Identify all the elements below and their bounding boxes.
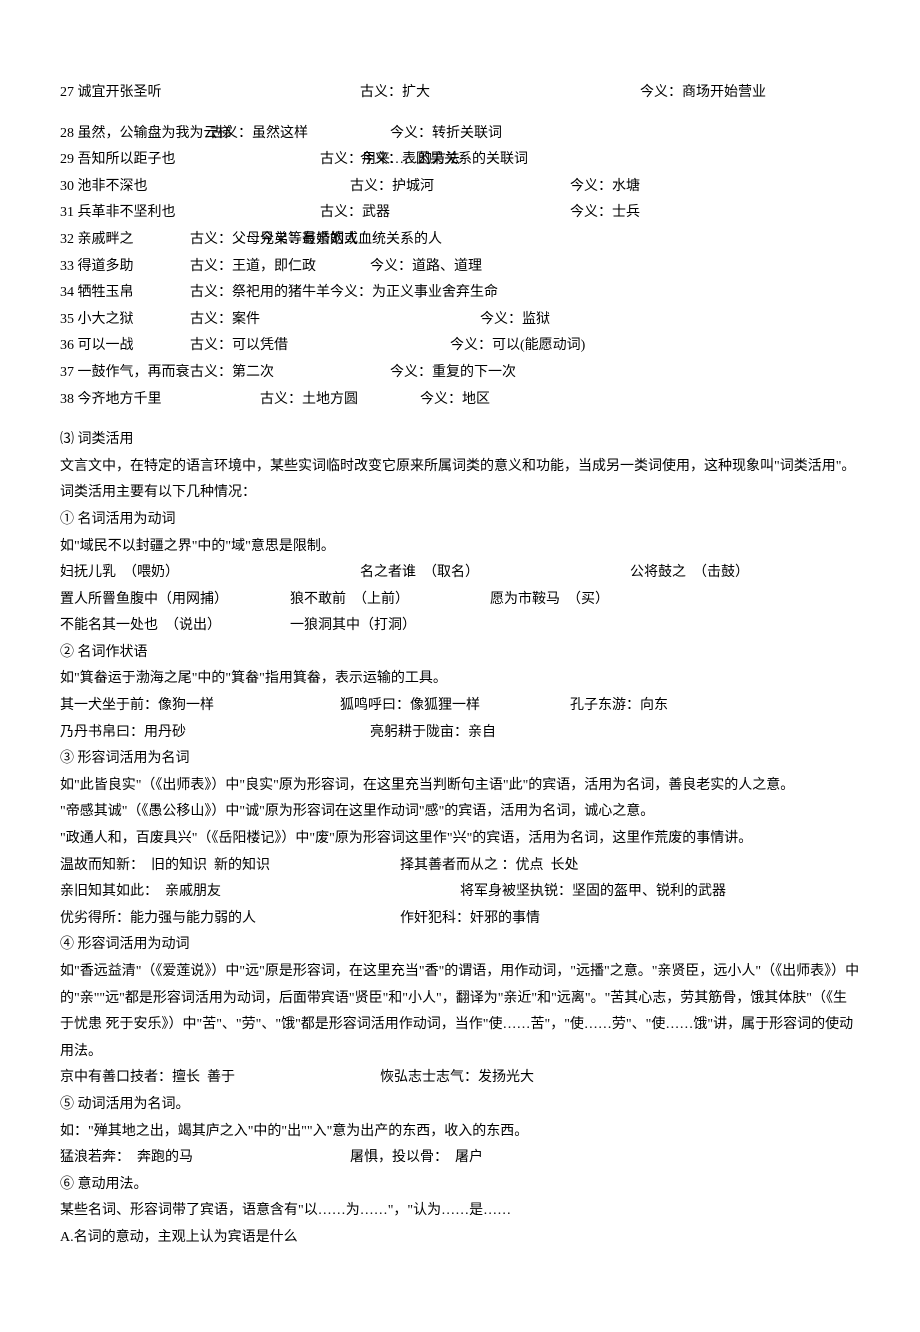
- sub-6-line: 某些名词、形容词带了宾语，语意含有"以……为……"，"认为……是……: [60, 1198, 860, 1225]
- sub-3-p: "帝感其诚"（《愚公移山》）中"诚"原为形容词在这里作动词"感"的宾语，活用为名…: [60, 799, 860, 826]
- modern-meaning: 今义：转折关联词: [390, 121, 502, 148]
- ancient-modern-row: 35 小大之狱古义：案件今义：监狱: [60, 307, 860, 334]
- ancient-modern-row: 31 兵革非不坚利也古义：武器今义：士兵: [60, 200, 860, 227]
- sub-3-row: 优劣得所：能力强与能力弱的人 作奸犯科：奸邪的事情: [60, 906, 860, 933]
- entry-text: 37 一鼓作气，再而衰: [60, 360, 190, 387]
- entry-text: 34 牺牲玉帛: [60, 280, 190, 307]
- modern-meaning: 今义：重复的下一次: [390, 360, 516, 387]
- entry-text: 30 池非不深也: [60, 174, 350, 201]
- modern-meaning: 今义：水塘: [570, 174, 640, 201]
- modern-meaning: 今义：有婚姻或血统关系的人: [260, 227, 442, 254]
- ancient-meaning: 古义：用来……的方法: [320, 147, 360, 174]
- sub-2-row: 其一犬坐于前：像狗一样 狐鸣呼曰：像狐狸一样 孔子东游：向东: [60, 693, 860, 720]
- ancient-modern-row: 27 诚宜开张圣听古义：扩大今义：商场开始营业: [60, 80, 860, 107]
- ancient-modern-row: 34 牺牲玉帛古义：祭祀用的猪牛羊今义：为正义事业舍弃生命: [60, 280, 860, 307]
- ancient-modern-row: 36 可以一战古义：可以凭借今义：可以(能愿动词): [60, 333, 860, 360]
- sub-5-title: ⑤ 动词活用为名词。: [60, 1092, 860, 1119]
- sub-1-row: 不能名其一处也 （说出） 一狼洞其中（打洞）: [60, 613, 860, 640]
- sub-6-line: A.名词的意动，主观上认为宾语是什么: [60, 1225, 860, 1252]
- ancient-meaning: 古义：父母兄弟等最亲的人: [190, 227, 260, 254]
- modern-meaning: 今义：可以(能愿动词): [450, 333, 585, 360]
- ancient-modern-row: 32 亲戚畔之古义：父母兄弟等最亲的人今义：有婚姻或血统关系的人: [60, 227, 860, 254]
- modern-meaning: 今义：商场开始营业: [640, 80, 766, 107]
- sub-1-row: 置人所罾鱼腹中（用网捕） 狼不敢前 （上前） 愿为市鞍马 （买）: [60, 587, 860, 614]
- entry-text: 28 虽然，公输盘为我为云梯: [60, 121, 210, 148]
- modern-meaning: 今义：表因果关系的关联词: [360, 147, 528, 174]
- entry-text: 36 可以一战: [60, 333, 190, 360]
- ancient-meaning: 古义：扩大: [360, 80, 640, 107]
- sub-5-line: 如："殚其地之出，竭其庐之入"中的"出""入"意为出产的东西，收入的东西。: [60, 1119, 860, 1146]
- entry-text: 32 亲戚畔之: [60, 227, 190, 254]
- sub-3-row: 温故而知新： 旧的知识 新的知识 择其善者而从之 ：优点 长处: [60, 853, 860, 880]
- ancient-meaning: 古义：护城河: [350, 174, 570, 201]
- sub-6-title: ⑥ 意动用法。: [60, 1172, 860, 1199]
- sub-5-row: 猛浪若奔： 奔跑的马 屠惧，投以骨： 屠户: [60, 1145, 860, 1172]
- ancient-meaning: 古义：土地方圆: [260, 387, 420, 414]
- modern-meaning: 今义：地区: [420, 387, 490, 414]
- sub-1-line: 如"域民不以封疆之界"中的"域"意思是限制。: [60, 534, 860, 561]
- section-3-title: ⑶ 词类活用: [60, 427, 860, 454]
- sub-2-title: ② 名词作状语: [60, 640, 860, 667]
- ancient-meaning: 古义：案件: [190, 307, 480, 334]
- sub-3-p: 如"此皆良实"（《出师表》）中"良实"原为形容词，在这里充当判断句主语"此"的宾…: [60, 773, 860, 800]
- ancient-modern-row: 28 虽然，公输盘为我为云梯古义：虽然这样今义：转折关联词: [60, 121, 860, 148]
- ancient-modern-meaning-list: 27 诚宜开张圣听古义：扩大今义：商场开始营业28 虽然，公输盘为我为云梯古义：…: [60, 80, 860, 413]
- modern-meaning: 今义：道路、道理: [370, 254, 482, 281]
- ancient-modern-row: 30 池非不深也古义：护城河今义：水塘: [60, 174, 860, 201]
- section-3-intro: 文言文中，在特定的语言环境中，某些实词临时改变它原来所属词类的意义和功能，当成另…: [60, 454, 860, 507]
- ancient-meaning: 古义：可以凭借: [190, 333, 450, 360]
- ancient-modern-row: 29 吾知所以距子也古义：用来……的方法今义：表因果关系的关联词: [60, 147, 860, 174]
- ancient-meaning: 古义：王道，即仁政: [190, 254, 370, 281]
- ancient-meaning: 古义：虽然这样: [210, 121, 390, 148]
- sub-1-title: ① 名词活用为动词: [60, 507, 860, 534]
- ancient-meaning: 古义：武器: [320, 200, 570, 227]
- ancient-meaning: 古义：第二次: [190, 360, 390, 387]
- entry-text: 35 小大之狱: [60, 307, 190, 334]
- sub-4-row: 京中有善口技者：擅长 善于 恢弘志士志气：发扬光大: [60, 1065, 860, 1092]
- sub-4-title: ④ 形容词活用为动词: [60, 932, 860, 959]
- sub-3-row: 亲旧知其如此： 亲戚朋友 将军身被坚执锐：坚固的盔甲、锐利的武器: [60, 879, 860, 906]
- ancient-meaning: 古义：祭祀用的猪牛羊: [190, 280, 330, 307]
- sub-3-p: "政通人和，百废具兴"（《岳阳楼记》）中"废"原为形容词这里作"兴"的宾语，活用…: [60, 826, 860, 853]
- ancient-modern-row: 38 今齐地方千里古义：土地方圆今义：地区: [60, 387, 860, 414]
- ancient-modern-row: 37 一鼓作气，再而衰古义：第二次今义：重复的下一次: [60, 360, 860, 387]
- sub-3-title: ③ 形容词活用为名词: [60, 746, 860, 773]
- entry-text: 38 今齐地方千里: [60, 387, 260, 414]
- modern-meaning: 今义：监狱: [480, 307, 550, 334]
- modern-meaning: 今义：士兵: [570, 200, 640, 227]
- entry-text: 27 诚宜开张圣听: [60, 80, 360, 107]
- sub-2-row: 乃丹书帛曰：用丹砂 亮躬耕于陇亩：亲自: [60, 720, 860, 747]
- ancient-modern-row: 33 得道多助古义：王道，即仁政今义：道路、道理: [60, 254, 860, 281]
- entry-text: 29 吾知所以距子也: [60, 147, 320, 174]
- entry-text: 31 兵革非不坚利也: [60, 200, 320, 227]
- entry-text: 33 得道多助: [60, 254, 190, 281]
- sub-4-p: 如"香远益清"（《爱莲说》）中"远"原是形容词，在这里充当"香"的谓语，用作动词…: [60, 959, 860, 1065]
- modern-meaning: 今义：为正义事业舍弃生命: [330, 280, 498, 307]
- sub-2-line: 如"箕畚运于渤海之尾"中的"箕畚"指用箕畚，表示运输的工具。: [60, 666, 860, 693]
- sub-1-row: 妇抚儿乳 （喂奶） 名之者谁 （取名） 公将鼓之 （击鼓）: [60, 560, 860, 587]
